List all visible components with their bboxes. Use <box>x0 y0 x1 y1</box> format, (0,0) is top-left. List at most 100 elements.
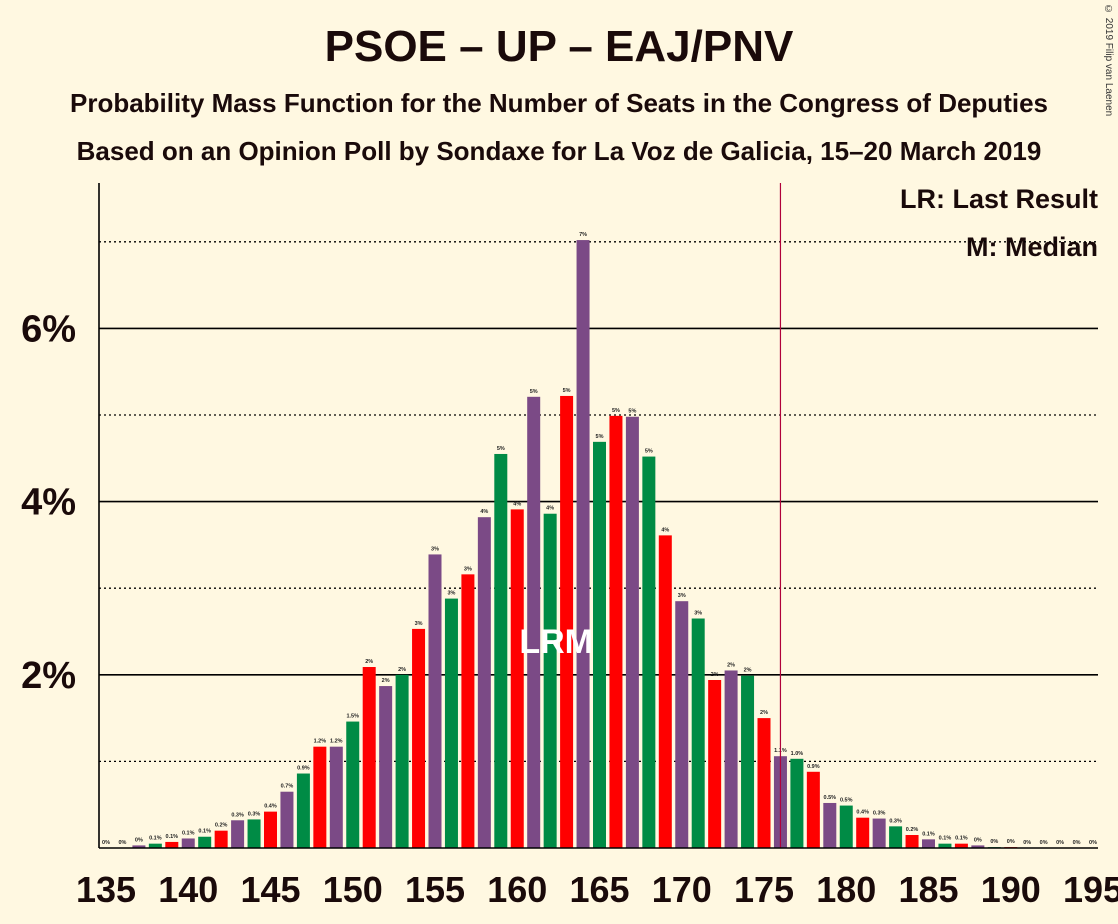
bar-seat-166 <box>609 415 623 848</box>
bar-label-seat-171: 3% <box>694 611 702 617</box>
bar-label-seat-170: 3% <box>678 593 686 599</box>
chart-subtitle-poll: Based on an Opinion Poll by Sondaxe for … <box>76 136 1042 166</box>
bar-seat-162 <box>543 513 557 848</box>
legend-last-result: LR: Last Result <box>899 184 1098 214</box>
y-tick-label: 6% <box>21 308 76 350</box>
bar-label-seat-136: 0% <box>118 840 126 846</box>
bar-label-seat-137: 0% <box>135 837 143 843</box>
bar-seat-172 <box>708 679 722 848</box>
bar-label-seat-166: 5% <box>612 408 620 414</box>
bar-label-seat-157: 3% <box>464 566 472 572</box>
bar-seat-163 <box>560 395 574 848</box>
bar-seat-168 <box>642 456 656 848</box>
x-tick-label: 185 <box>898 869 958 910</box>
bar-label-seat-172: 2% <box>711 672 719 678</box>
bar-label-seat-159: 5% <box>497 446 505 452</box>
bar-label-seat-154: 3% <box>415 621 423 627</box>
x-tick-label: 155 <box>405 869 465 910</box>
chart-title: PSOE – UP – EAJ/PNV <box>324 22 794 71</box>
bar-label-seat-152: 2% <box>382 678 390 684</box>
bar-seat-155 <box>428 554 442 848</box>
bar-seat-148 <box>313 746 327 848</box>
bar-label-seat-177: 1.0% <box>791 751 804 757</box>
bar-label-seat-153: 2% <box>398 667 406 673</box>
bar-label-seat-184: 0.2% <box>906 827 919 833</box>
lr-median-marker: LRM <box>519 623 593 661</box>
x-tick-label: 180 <box>816 869 876 910</box>
bar-seat-174 <box>741 675 755 848</box>
bar-seat-153 <box>395 674 409 848</box>
bar-label-seat-173: 2% <box>727 662 735 668</box>
bar-seat-142 <box>214 830 228 848</box>
bar-seat-154 <box>412 628 426 848</box>
bar-seat-149 <box>329 746 343 848</box>
bar-seat-138 <box>148 843 162 848</box>
bar-label-seat-139: 0.1% <box>166 834 179 840</box>
y-tick-label: 4% <box>21 482 76 524</box>
bar-label-seat-175: 2% <box>760 710 768 716</box>
bar-label-seat-135: 0% <box>102 840 110 846</box>
x-tick-label: 140 <box>158 869 218 910</box>
bar-seat-160 <box>510 509 524 848</box>
bar-label-seat-179: 0.5% <box>824 795 837 801</box>
bar-label-seat-168: 5% <box>645 449 653 455</box>
bar-label-seat-158: 4% <box>480 509 488 515</box>
bar-label-seat-190: 0% <box>1007 839 1015 845</box>
copyright-notice: © 2019 Filip van Laenen <box>1103 4 1114 117</box>
bar-seat-152 <box>379 686 393 848</box>
bar-seat-164 <box>576 240 590 848</box>
bar-seat-157 <box>461 574 475 848</box>
bar-label-seat-193: 0% <box>1056 840 1064 846</box>
bar-seat-137 <box>132 845 146 848</box>
bar-seat-147 <box>296 773 310 848</box>
bar-seat-145 <box>264 811 277 848</box>
bar-label-seat-151: 2% <box>365 659 373 665</box>
x-tick-label: 190 <box>981 869 1041 910</box>
bar-seat-182 <box>872 818 886 848</box>
bar-label-seat-180: 0.5% <box>840 798 853 804</box>
bar-seat-181 <box>856 817 870 848</box>
x-tick-label: 165 <box>569 869 629 910</box>
bar-seat-186 <box>938 843 952 848</box>
bar-label-seat-143: 0.3% <box>231 812 244 818</box>
bar-seat-146 <box>280 791 294 848</box>
bar-label-seat-174: 2% <box>744 668 752 674</box>
chart-subtitle: Probability Mass Function for the Number… <box>69 88 1048 118</box>
bar-label-seat-149: 1.2% <box>330 739 343 745</box>
bar-label-seat-140: 0.1% <box>182 830 195 836</box>
bar-label-seat-186: 0.1% <box>939 836 952 842</box>
bar-label-seat-185: 0.1% <box>922 831 935 837</box>
bar-seat-187 <box>954 843 968 848</box>
bar-seat-177 <box>790 758 804 848</box>
x-tick-label: 195 <box>1063 869 1118 910</box>
bar-label-seat-187: 0.1% <box>955 836 968 842</box>
bar-seat-179 <box>823 802 837 848</box>
y-tick-label: 2% <box>21 655 76 697</box>
x-tick-label: 170 <box>652 869 712 910</box>
bar-label-seat-142: 0.2% <box>215 823 228 829</box>
bar-label-seat-145: 0.4% <box>264 804 277 810</box>
x-tick-label: 145 <box>240 869 300 910</box>
bar-label-seat-150: 1.5% <box>346 714 359 720</box>
bar-label-seat-169: 4% <box>661 527 669 533</box>
bar-label-seat-138: 0.1% <box>149 836 162 842</box>
bar-seat-159 <box>494 453 508 848</box>
bar-label-seat-192: 0% <box>1040 840 1048 846</box>
bar-seat-175 <box>757 718 771 848</box>
bar-seat-169 <box>658 535 672 848</box>
bar-label-seat-165: 5% <box>596 434 604 440</box>
bar-seat-139 <box>165 841 179 848</box>
bar-label-seat-162: 4% <box>546 506 554 512</box>
bar-seat-165 <box>593 441 606 848</box>
bar-label-seat-146: 0.7% <box>281 784 294 790</box>
bar-label-seat-194: 0% <box>1073 840 1081 846</box>
bar-seat-161 <box>527 396 541 848</box>
bar-label-seat-144: 0.3% <box>248 811 261 817</box>
bar-seat-140 <box>181 838 195 848</box>
bar-label-seat-161: 5% <box>530 389 538 395</box>
x-tick-label: 135 <box>76 869 136 910</box>
bar-seat-143 <box>231 820 245 848</box>
bar-label-seat-148: 1.2% <box>314 739 327 745</box>
bar-label-seat-191: 0% <box>1023 840 1031 846</box>
